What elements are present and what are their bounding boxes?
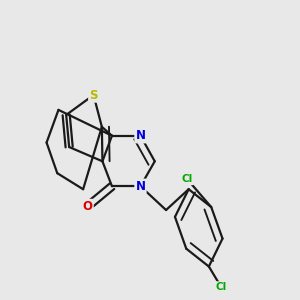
Text: S: S — [89, 88, 98, 101]
Text: Cl: Cl — [182, 174, 193, 184]
Text: O: O — [82, 200, 93, 213]
Text: N: N — [136, 180, 146, 193]
Text: N: N — [136, 129, 146, 142]
Text: Cl: Cl — [216, 282, 227, 292]
